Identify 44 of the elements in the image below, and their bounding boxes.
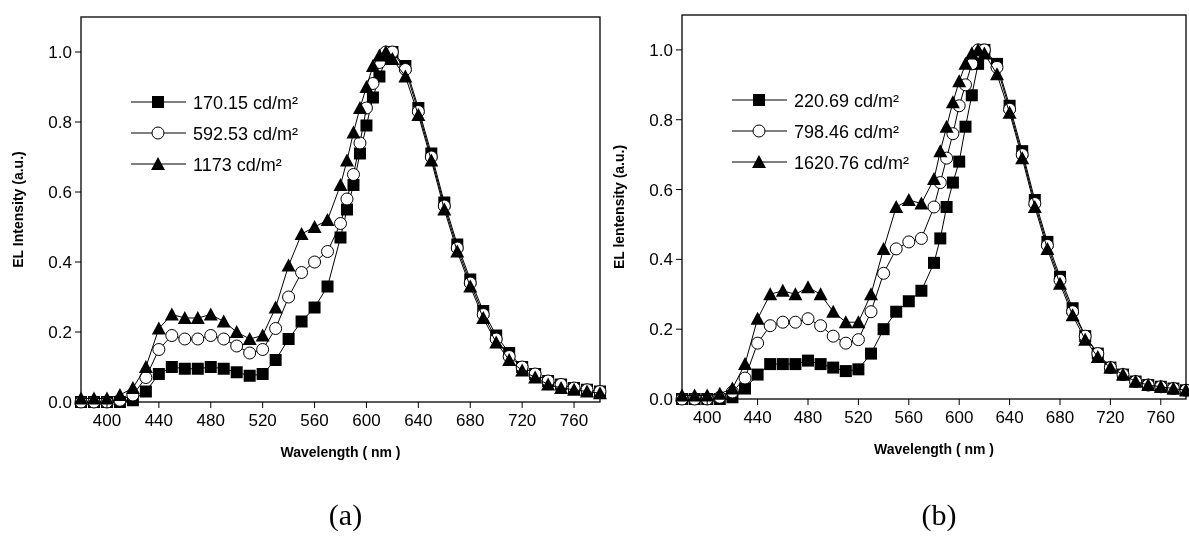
- x-tick-label: 480: [793, 408, 823, 427]
- x-tick-label: 640: [995, 408, 1024, 427]
- y-tick-label: 0.4: [649, 250, 673, 270]
- y-axis-title: EL Intensity (a.u.): [10, 151, 26, 268]
- y-tick-label: 0.8: [649, 110, 673, 130]
- x-tick-label: 760: [1146, 408, 1175, 427]
- legend-label: 798.46 cd/m²: [794, 122, 900, 142]
- y-tick-label: 0.6: [48, 183, 72, 202]
- x-tick-label: 720: [507, 411, 537, 430]
- x-tick-label: 400: [92, 411, 122, 430]
- y-tick-label: 0.2: [48, 323, 72, 342]
- y-tick-label: 0.4: [48, 253, 72, 272]
- x-tick-label: 760: [559, 411, 589, 430]
- text: (b): [921, 498, 957, 532]
- legend-label: 1620.76 cd/m²: [794, 153, 910, 173]
- y-tick-label: 0.0: [649, 390, 673, 409]
- x-tick-label: 560: [300, 411, 329, 430]
- x-tick-label: 680: [1045, 408, 1075, 427]
- x-tick-label: 600: [352, 411, 381, 430]
- x-tick-label: 560: [894, 408, 923, 427]
- x-axis-title: Wavelength ( nm ): [873, 441, 995, 457]
- text: (a): [328, 498, 363, 532]
- legend-label: 592.53 cd/m²: [193, 124, 299, 144]
- x-tick-label: 480: [196, 411, 225, 430]
- y-tick-label: 1.0: [649, 40, 673, 60]
- legend-label: 1173 cd/m²: [193, 155, 282, 175]
- legend-label: 220.69 cd/m²: [794, 91, 900, 111]
- y-tick-label: 0.0: [48, 393, 72, 412]
- x-tick-label: 680: [456, 411, 485, 430]
- x-tick-label: 720: [1096, 408, 1125, 427]
- legend-label: 170.15 cd/m²: [193, 93, 299, 113]
- x-tick-label: 400: [693, 408, 722, 427]
- x-tick-label: 600: [945, 408, 974, 427]
- y-tick-label: 0.6: [649, 180, 673, 200]
- y-tick-label: 0.8: [48, 113, 72, 132]
- x-tick-label: 520: [844, 408, 873, 427]
- x-tick-label: 440: [743, 408, 772, 427]
- y-tick-label: 1.0: [48, 43, 72, 62]
- y-axis-title: EL lentensity (a.u.): [611, 144, 627, 270]
- x-axis-title: Wavelength ( nm ): [280, 444, 401, 460]
- x-tick-label: 520: [248, 411, 277, 430]
- y-tick-label: 0.2: [649, 320, 673, 340]
- x-tick-label: 640: [404, 411, 433, 430]
- x-tick-label: 440: [144, 411, 174, 430]
